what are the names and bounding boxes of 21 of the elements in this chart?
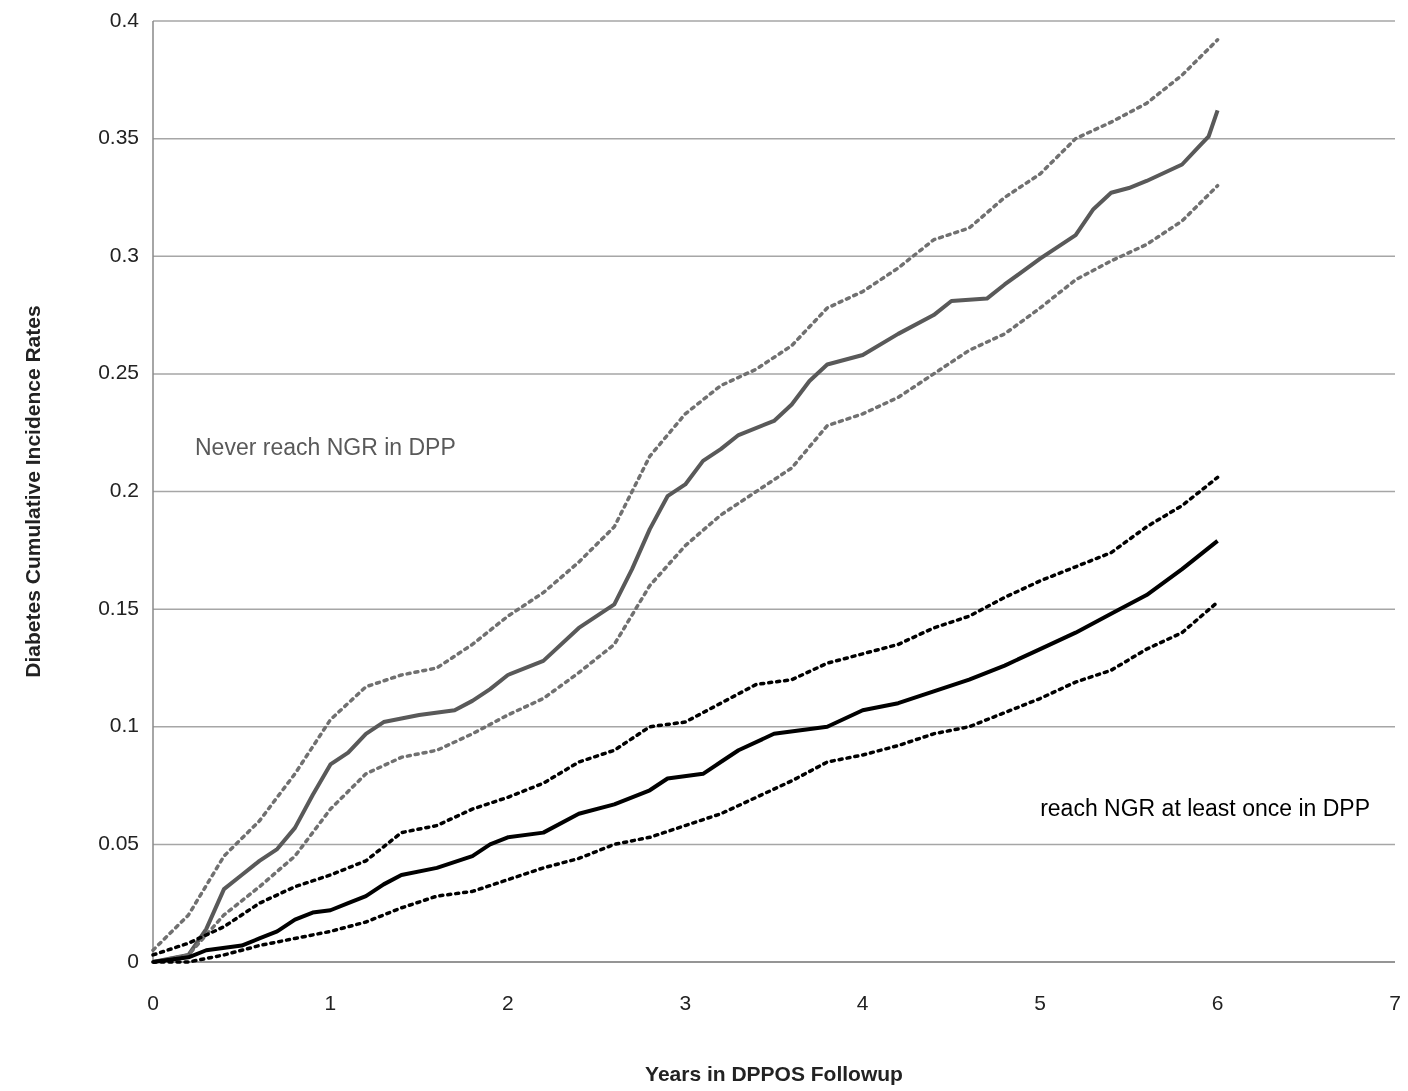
y-axis-title: Diabetes Cumulative Incidence Rates	[21, 305, 44, 678]
y-tick-label: 0	[127, 948, 139, 972]
x-tick-label: 1	[324, 991, 337, 1014]
y-tick-label: 0.05	[98, 830, 139, 854]
x-tick-label: 7	[1389, 991, 1401, 1014]
y-tick-label: 0.35	[98, 125, 139, 149]
y-tick-label: 0.15	[98, 595, 139, 619]
x-tick-label: 4	[856, 991, 869, 1014]
y-tick-label: 0.2	[109, 478, 139, 502]
text: reach NGR at least once in DPP	[1040, 795, 1370, 822]
x-tick-label: 0	[147, 991, 159, 1014]
y-tick-label: 0.1	[109, 713, 139, 737]
text: Never reach NGR in DPP	[195, 434, 456, 461]
y-tick-label: 0.3	[109, 242, 139, 266]
x-tick-label: 5	[1034, 991, 1046, 1014]
x-tick-label: 2	[502, 991, 514, 1014]
y-tick-label: 0.25	[98, 360, 139, 384]
x-axis-title: Years in DPPOS Followup	[645, 1062, 903, 1085]
x-tick-label: 6	[1211, 991, 1224, 1014]
x-tick-label: 3	[679, 991, 692, 1014]
y-tick-label: 0.4	[109, 7, 140, 31]
